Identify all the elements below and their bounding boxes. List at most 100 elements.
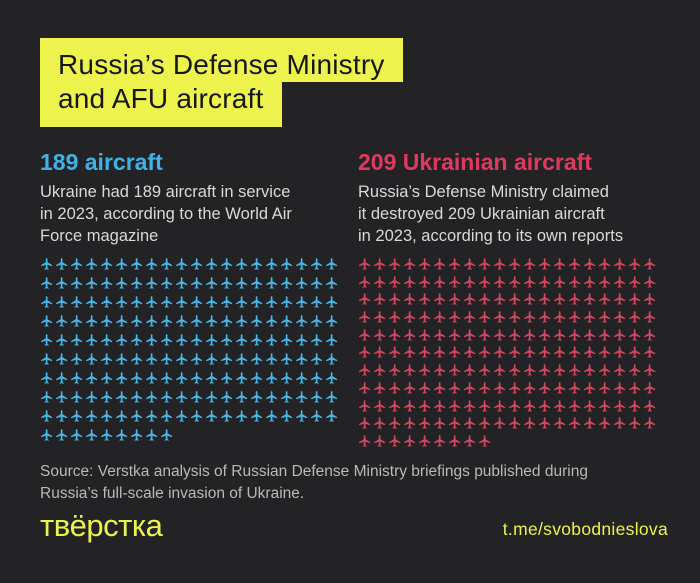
aircraft-icon [643, 256, 657, 272]
aircraft-icon [478, 344, 492, 360]
aircraft-icon [373, 309, 387, 325]
aircraft-icon [85, 313, 99, 329]
russia-claim-column: 209 Ukrainian aircraft Russia’s Defense … [358, 148, 670, 451]
aircraft-icon [160, 408, 174, 424]
aircraft-icon [130, 370, 144, 386]
aircraft-icon [403, 433, 417, 449]
aircraft-icon [418, 433, 432, 449]
aircraft-icon [493, 362, 507, 378]
aircraft-icon [433, 274, 447, 290]
aircraft-icon [145, 275, 159, 291]
aircraft-icon [40, 313, 54, 329]
aircraft-icon [145, 370, 159, 386]
aircraft-icon [598, 327, 612, 343]
aircraft-icon [265, 275, 279, 291]
aircraft-icon [493, 274, 507, 290]
aircraft-icon [568, 274, 582, 290]
aircraft-icon [418, 327, 432, 343]
aircraft-icon [115, 389, 129, 405]
aircraft-icon [568, 362, 582, 378]
aircraft-row [358, 256, 670, 274]
aircraft-icon [70, 370, 84, 386]
aircraft-icon [205, 370, 219, 386]
verstka-logo: твёрстка [40, 508, 163, 543]
aircraft-icon [40, 275, 54, 291]
aircraft-icon [568, 291, 582, 307]
aircraft-icon [235, 408, 249, 424]
aircraft-icon [55, 332, 69, 348]
aircraft-icon [220, 389, 234, 405]
aircraft-icon [598, 256, 612, 272]
aircraft-icon [145, 313, 159, 329]
telegram-link[interactable]: t.me/svobodnieslova [502, 519, 668, 539]
aircraft-row [40, 427, 352, 446]
aircraft-icon [643, 327, 657, 343]
aircraft-icon [130, 275, 144, 291]
aircraft-icon [130, 294, 144, 310]
aircraft-icon [358, 327, 372, 343]
aircraft-row [40, 389, 352, 408]
aircraft-icon [205, 408, 219, 424]
aircraft-icon [553, 398, 567, 414]
aircraft-icon [358, 274, 372, 290]
aircraft-icon [463, 309, 477, 325]
aircraft-icon [358, 309, 372, 325]
aircraft-icon [433, 398, 447, 414]
aircraft-icon [523, 256, 537, 272]
aircraft-icon [70, 351, 84, 367]
aircraft-row [358, 433, 670, 451]
aircraft-icon [493, 309, 507, 325]
aircraft-icon [85, 294, 99, 310]
aircraft-icon [220, 275, 234, 291]
aircraft-icon [70, 332, 84, 348]
aircraft-icon [235, 256, 249, 272]
aircraft-icon [190, 294, 204, 310]
aircraft-icon [613, 291, 627, 307]
aircraft-icon [433, 362, 447, 378]
aircraft-icon [100, 351, 114, 367]
aircraft-icon [115, 427, 129, 443]
aircraft-icon [643, 398, 657, 414]
aircraft-icon [583, 415, 597, 431]
aircraft-icon [55, 389, 69, 405]
aircraft-row [40, 351, 352, 370]
aircraft-icon [250, 370, 264, 386]
aircraft-icon [220, 294, 234, 310]
title-block: Russia’s Defense Ministry and AFU aircra… [40, 38, 403, 127]
aircraft-icon [643, 309, 657, 325]
aircraft-icon [70, 275, 84, 291]
aircraft-icon [373, 433, 387, 449]
aircraft-icon [358, 256, 372, 272]
aircraft-row [358, 291, 670, 309]
aircraft-icon [220, 370, 234, 386]
aircraft-icon [628, 291, 642, 307]
aircraft-icon [205, 313, 219, 329]
aircraft-icon [568, 256, 582, 272]
aircraft-icon [418, 291, 432, 307]
aircraft-icon [583, 380, 597, 396]
aircraft-icon [310, 275, 324, 291]
aircraft-icon [403, 362, 417, 378]
afu-description: Ukraine had 189 aircraft in service in 2… [40, 183, 292, 245]
aircraft-icon [448, 291, 462, 307]
aircraft-icon [175, 389, 189, 405]
aircraft-icon [643, 380, 657, 396]
aircraft-icon [145, 332, 159, 348]
aircraft-icon [100, 332, 114, 348]
aircraft-icon [130, 332, 144, 348]
aircraft-icon [478, 415, 492, 431]
aircraft-icon [205, 275, 219, 291]
aircraft-icon [160, 256, 174, 272]
aircraft-icon [373, 362, 387, 378]
aircraft-icon [628, 362, 642, 378]
aircraft-icon [388, 327, 402, 343]
aircraft-icon [493, 398, 507, 414]
aircraft-icon [508, 274, 522, 290]
aircraft-icon [220, 351, 234, 367]
aircraft-icon [205, 294, 219, 310]
aircraft-icon [433, 433, 447, 449]
aircraft-icon [295, 332, 309, 348]
aircraft-icon [70, 427, 84, 443]
aircraft-icon [613, 256, 627, 272]
